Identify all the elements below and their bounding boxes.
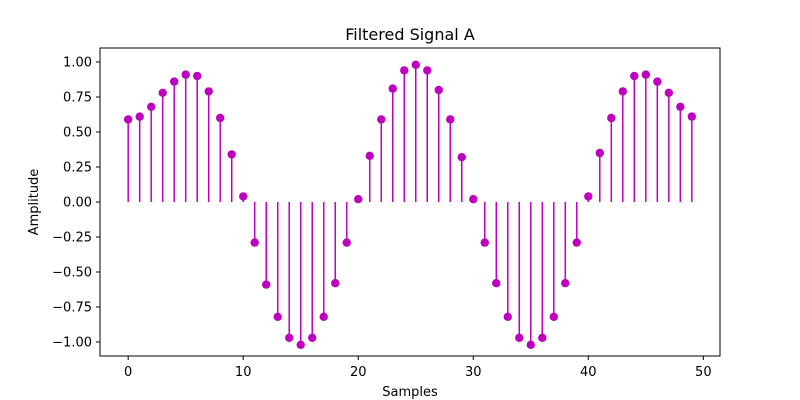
stem-marker	[181, 70, 190, 79]
stem-marker	[239, 192, 248, 201]
stem-marker	[664, 88, 674, 98]
stem-marker	[400, 66, 409, 75]
stem-marker	[273, 312, 282, 321]
stem-marker	[446, 115, 455, 124]
stem-marker	[492, 279, 501, 288]
stem-marker	[123, 115, 133, 124]
stem-marker	[250, 238, 259, 247]
y-tick-label: 0.50	[63, 126, 92, 141]
stem-marker	[676, 102, 685, 112]
stem-marker	[169, 77, 179, 86]
stem-marker	[549, 312, 558, 321]
stem-marker	[595, 148, 604, 158]
stem-marker	[653, 77, 662, 86]
stem-marker	[296, 340, 305, 349]
stem-marker	[480, 238, 489, 247]
x-tick-label: 50	[695, 365, 712, 380]
stem-marker	[526, 340, 535, 349]
plot-area	[123, 60, 697, 349]
stem-marker	[457, 153, 466, 162]
stem-marker	[158, 88, 167, 98]
stem-marker	[365, 151, 374, 160]
stem-marker	[618, 87, 628, 96]
y-tick-label: −1.00	[52, 336, 92, 351]
x-tick-label: 0	[124, 365, 132, 380]
y-tick-label: −0.75	[52, 301, 92, 316]
y-tick-label: 0.75	[63, 91, 92, 106]
stem-marker	[469, 195, 478, 204]
stem-marker	[515, 333, 524, 342]
stem-marker	[411, 60, 420, 69]
stem-marker	[377, 115, 386, 124]
x-tick-label: 10	[235, 365, 252, 380]
x-tick-label: 20	[350, 365, 367, 380]
stem-marker	[687, 112, 697, 121]
stem-marker	[308, 333, 317, 342]
stem-marker	[561, 279, 570, 288]
stem-marker	[423, 66, 432, 75]
stem-marker	[262, 280, 271, 289]
stem-marker	[192, 71, 202, 81]
stem-marker	[354, 195, 363, 204]
x-tick-label: 30	[465, 365, 482, 380]
stem-marker	[319, 312, 328, 321]
x-tick-label: 40	[580, 365, 597, 380]
y-tick-label: 0.00	[63, 196, 92, 211]
y-axis-label: Amplitude	[27, 169, 42, 236]
x-axis-label: Samples	[382, 385, 438, 400]
stem-marker	[572, 238, 581, 247]
axes-frame	[99, 47, 721, 357]
stem-marker	[331, 279, 340, 288]
stem-marker	[146, 102, 156, 112]
stem-marker	[135, 112, 144, 121]
stem-marker	[434, 85, 443, 95]
stem-marker	[630, 71, 639, 81]
stem-marker	[342, 238, 351, 247]
y-tick-label: 0.25	[63, 161, 92, 176]
stem-marker	[388, 84, 397, 93]
stem-marker	[216, 113, 225, 123]
y-tick-label: −0.50	[52, 266, 92, 281]
stem-marker	[641, 70, 651, 79]
y-tick-label: −0.25	[52, 231, 92, 246]
y-axis: −1.00 −0.75 −0.50 −0.25 0.00 0.25 0.50 0.75 1.00	[52, 56, 100, 351]
chart-title: Filtered Signal A	[345, 25, 475, 44]
y-tick-label: 1.00	[63, 56, 92, 71]
stem-marker	[227, 150, 236, 159]
stem-marker	[584, 192, 593, 201]
stem-marker	[607, 113, 616, 123]
stem-marker	[204, 87, 213, 96]
stem-marker	[538, 333, 547, 342]
stem-marker	[503, 312, 512, 321]
stem-marker	[285, 333, 294, 342]
x-axis: 0 10 20 30 40 50	[124, 356, 712, 380]
